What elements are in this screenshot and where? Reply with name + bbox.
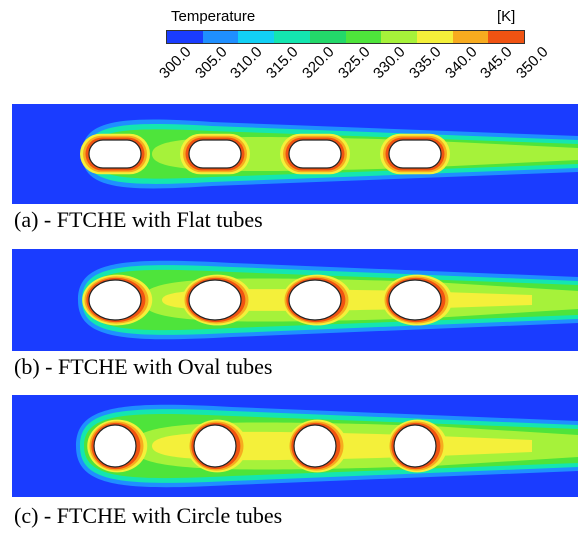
tube-oval [82,274,153,326]
colorbar-tick-label: 300.0 [156,43,195,83]
panel-oval-tubes [12,249,578,351]
tube-oval [182,274,253,326]
tube-oval [382,274,453,326]
colorbar-tick-label: 310.0 [227,43,266,83]
tube-flat [80,133,150,175]
colorbar-segment [345,31,382,43]
tube-flat [380,133,450,175]
temperature-field-circle [12,395,578,497]
colorbar-segment [202,31,239,43]
colorbar-segment [274,31,310,43]
colorbar-segment [488,31,525,43]
colorbar-tick-labels: 300.0 305.0 310.0 315.0 320.0 325.0 330.0 335.0… [0,0,578,100]
colorbar-tick-label: 320.0 [298,43,338,83]
colorbar-segment [309,31,346,43]
legend-unit: [K] [497,8,516,25]
tube-flat [180,133,250,175]
temperature-colorbar [166,30,525,44]
tube-circle [287,419,348,473]
colorbar-tick-label: 350.0 [513,43,552,83]
colorbar-tick-label: 345.0 [477,43,516,83]
colorbar-tick-label: 315.0 [263,43,302,83]
caption-oval: (b) - FTCHE with Oval tubes [14,354,273,379]
panel-circle-tubes [12,395,578,497]
tube-oval [282,274,353,326]
colorbar-tick-label: 335.0 [405,43,445,83]
colorbar-segment [238,31,275,43]
colorbar-segment [452,31,489,43]
tube-flat [280,133,350,175]
colorbar-tick-label: 325.0 [334,43,374,83]
colorbar-tick-label: 305.0 [191,43,231,83]
caption-circle: (c) - FTCHE with Circle tubes [14,503,283,528]
legend-title: Temperature [171,8,256,25]
colorbar-tick-label: 330.0 [370,43,409,83]
tube-circle [87,419,148,473]
colorbar-segment [416,31,453,43]
tube-circle [387,419,448,473]
caption-flat: (a) - FTCHE with Flat tubes [14,207,263,232]
colorbar-segment [167,31,203,43]
tube-circle [187,419,248,473]
panel-flat-tubes [12,104,578,204]
temperature-field-flat [12,104,578,204]
colorbar-segment [381,31,417,43]
temperature-field-oval [12,249,578,351]
colorbar-tick-label: 340.0 [441,43,481,83]
